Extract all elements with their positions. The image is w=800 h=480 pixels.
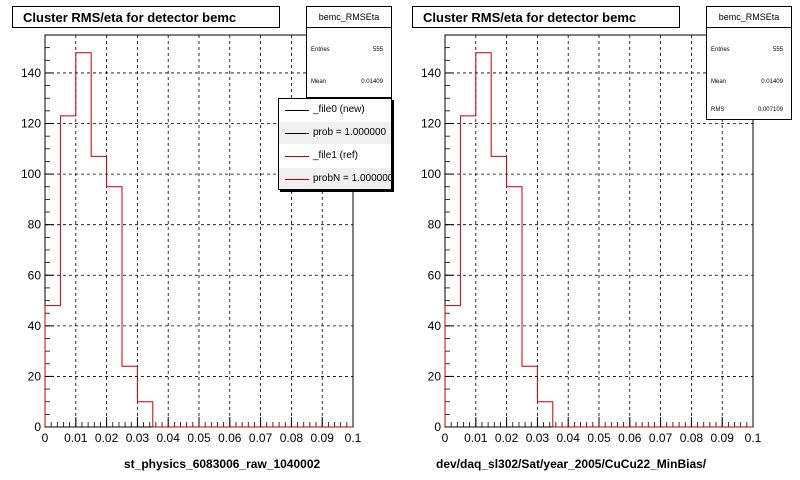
x-tick-label: 0.1 bbox=[345, 431, 362, 445]
legend-label: _file0 (new) bbox=[313, 104, 365, 115]
stats-box-right: bemc_RMSEta Entries 555 Mean 0.01409 RMS… bbox=[706, 6, 792, 120]
histogram-series-line bbox=[444, 52, 753, 428]
legend-left: _file0 (new) prob = 1.000000 _file1 (ref… bbox=[278, 98, 392, 190]
x-tick-label: 0.08 bbox=[680, 431, 704, 445]
x-tick-label: 0.03 bbox=[126, 431, 150, 445]
x-tick-label: 0.1 bbox=[745, 431, 762, 445]
y-tick-label: 20 bbox=[428, 369, 442, 383]
histogram-series-line bbox=[44, 52, 353, 428]
stats-value: 0.007109 bbox=[757, 107, 783, 113]
legend-entry-file0: _file0 (new) bbox=[279, 99, 391, 121]
y-tick-label: 40 bbox=[428, 319, 442, 333]
stats-value: 555 bbox=[372, 47, 383, 53]
stats-box-left: bemc_RMSEta Entries 555 Mean 0.01409 bbox=[306, 6, 392, 98]
y-tick-label: 20 bbox=[28, 369, 42, 383]
stats-label: RMS bbox=[711, 107, 725, 113]
stats-label: Entries bbox=[711, 47, 730, 53]
x-tick-label: 0 bbox=[442, 431, 449, 445]
legend-swatch bbox=[285, 133, 309, 134]
x-tick-label: 0.01 bbox=[64, 431, 88, 445]
y-tick-label: 100 bbox=[421, 167, 441, 181]
legend-swatch bbox=[285, 179, 309, 180]
stats-value: 0.01409 bbox=[761, 79, 783, 85]
x-tick-label: 0.09 bbox=[311, 431, 335, 445]
x-tick-label: 0.08 bbox=[280, 431, 304, 445]
x-axis-title-right: dev/daq_sl302/Sat/year_2005/CuCu22_MinBi… bbox=[436, 457, 707, 471]
stats-row-entries: Entries 555 bbox=[711, 45, 783, 55]
x-axis-title-left: st_physics_6083006_raw_1040002 bbox=[124, 457, 321, 471]
y-tick-label: 140 bbox=[21, 66, 41, 80]
x-tick-label: 0.04 bbox=[157, 431, 181, 445]
y-tick-label: 40 bbox=[28, 319, 42, 333]
legend-label: prob = 1.000000 bbox=[313, 127, 387, 138]
legend-swatch bbox=[285, 110, 309, 111]
histogram-plot-right: 0 0.01 0.02 0.03 0.04 0.05 0.06 0.07 0.08 0.09 0.1… bbox=[421, 34, 762, 445]
y-tick-label: 140 bbox=[421, 66, 441, 80]
stats-label: Mean bbox=[711, 79, 727, 85]
x-tick-label: 0.09 bbox=[711, 431, 735, 445]
y-tick-label: 100 bbox=[21, 167, 41, 181]
x-tick-label: 0.05 bbox=[187, 431, 211, 445]
x-tick-label: 0.06 bbox=[618, 431, 642, 445]
stats-label: Mean bbox=[311, 79, 327, 85]
stats-label: Entries bbox=[311, 47, 330, 53]
x-tick-label: 0.05 bbox=[587, 431, 611, 445]
y-tick-label: 0 bbox=[34, 420, 41, 434]
x-tick-label: 0.04 bbox=[557, 431, 581, 445]
y-tick-label: 80 bbox=[428, 218, 442, 232]
x-tick-label: 0.02 bbox=[495, 431, 519, 445]
stats-row-entries: Entries 555 bbox=[311, 45, 383, 55]
y-tick-label: 80 bbox=[28, 218, 42, 232]
x-tick-label: 0.03 bbox=[526, 431, 550, 445]
stats-name: bemc_RMSEta bbox=[707, 7, 791, 28]
y-tick-label: 60 bbox=[428, 268, 442, 282]
y-tick-label: 60 bbox=[28, 268, 42, 282]
stats-row-rms: RMS 0.007109 bbox=[711, 105, 783, 115]
plot-title-right: Cluster RMS/eta for detector bemc bbox=[412, 6, 680, 28]
y-tick-label: 0 bbox=[434, 420, 441, 434]
stats-name: bemc_RMSEta bbox=[307, 7, 391, 28]
stats-row-mean: Mean 0.01409 bbox=[311, 77, 383, 87]
x-tick-label: 0.07 bbox=[249, 431, 273, 445]
legend-entry-prob: prob = 1.000000 bbox=[279, 122, 391, 144]
stats-row-mean: Mean 0.01409 bbox=[711, 77, 783, 87]
x-tick-label: 0.06 bbox=[218, 431, 242, 445]
stats-value: 0.01409 bbox=[361, 79, 383, 85]
plot-title-left: Cluster RMS/eta for detector bemc bbox=[12, 6, 280, 28]
legend-label: _file1 (ref) bbox=[313, 150, 359, 161]
y-tick-label: 120 bbox=[21, 117, 41, 131]
x-tick-label: 0 bbox=[42, 431, 49, 445]
legend-label: probN = 1.000000 bbox=[313, 173, 392, 184]
legend-entry-probn: probN = 1.000000 bbox=[279, 168, 392, 189]
legend-swatch bbox=[285, 156, 309, 157]
y-tick-label: 120 bbox=[421, 117, 441, 131]
legend-entry-file1: _file1 (ref) bbox=[279, 145, 391, 167]
stats-value: 555 bbox=[772, 47, 783, 53]
x-tick-label: 0.02 bbox=[95, 431, 119, 445]
x-tick-label: 0.01 bbox=[464, 431, 488, 445]
x-tick-label: 0.07 bbox=[649, 431, 673, 445]
